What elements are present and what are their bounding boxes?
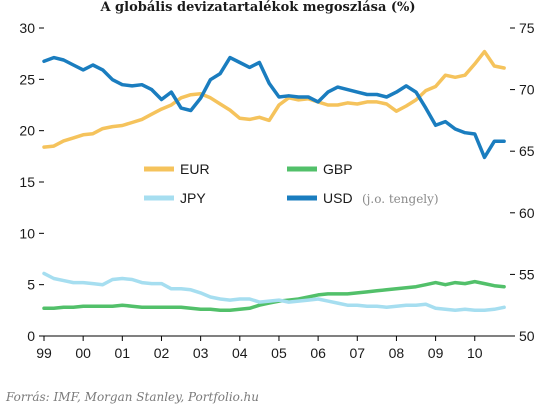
y-left-tick-label: 5: [27, 277, 35, 293]
legend-label-eur: EUR: [180, 161, 210, 177]
x-tick-label: 08: [389, 345, 405, 361]
x-tick-label: 00: [75, 345, 91, 361]
x-tick-label: 09: [428, 345, 444, 361]
legend-label-jpy: JPY: [180, 190, 206, 206]
y-left-ticks: 0 5 10 15 20 25 30: [19, 20, 44, 344]
series-lines: [42, 49, 506, 313]
y-left-tick-label: 25: [19, 71, 35, 87]
x-tick-label: 04: [232, 345, 248, 361]
x-tick-label: 01: [115, 345, 131, 361]
y-left-tick-label: 0: [27, 328, 35, 344]
series-line-usd: [42, 55, 506, 160]
x-tick-label: 02: [154, 345, 170, 361]
y-right-tick-label: 60: [519, 205, 535, 221]
chart-title: A globális devizatartalékok megoszlása (…: [99, 0, 415, 15]
legend-label-gbp: GBP: [323, 161, 353, 177]
legend-note-usd: (j.o. tengely): [362, 192, 439, 206]
series-line-gbp: [42, 279, 506, 313]
x-tick-label: 03: [193, 345, 209, 361]
y-left-tick-label: 10: [19, 225, 35, 241]
legend: EUR GBP JPY USD (j.o. tengely): [144, 161, 439, 206]
y-left-tick-label: 20: [19, 123, 35, 139]
y-right-ticks: 50 55 60 65 70 75: [510, 20, 535, 344]
x-tick-label: 07: [349, 345, 365, 361]
y-left-tick-label: 30: [19, 20, 35, 36]
series-line-jpy: [42, 271, 506, 313]
legend-label-usd: USD: [323, 190, 353, 206]
series-line-eur: [42, 49, 506, 149]
x-tick-label: 10: [467, 345, 483, 361]
y-right-tick-label: 75: [519, 20, 535, 36]
x-tick-label: 06: [310, 345, 326, 361]
y-left-tick-label: 15: [19, 174, 35, 190]
y-right-tick-label: 55: [519, 266, 535, 282]
x-tick-label: 99: [36, 345, 52, 361]
y-right-tick-label: 70: [519, 82, 535, 98]
source-note: Forrás: IMF, Morgan Stanley, Portfolio.h…: [5, 390, 259, 404]
x-tick-label: 05: [271, 345, 287, 361]
y-right-tick-label: 65: [519, 143, 535, 159]
y-right-tick-label: 50: [519, 328, 535, 344]
x-ticks: 99 00 01 02 03 04 05 06 07 08 09 10: [36, 336, 483, 361]
